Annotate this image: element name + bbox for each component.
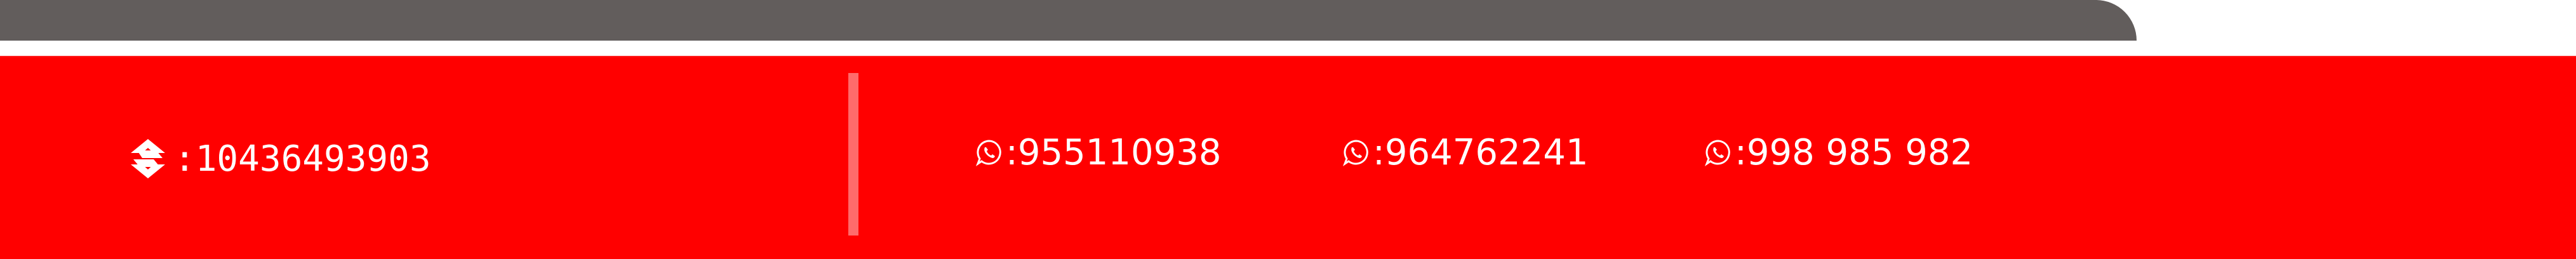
whatsapp-number: :964762241 (1373, 131, 1589, 173)
top-strip (0, 0, 2137, 41)
whatsapp-number: :955110938 (1006, 131, 1222, 173)
contact-bar: :10436493903 :955110938 :964762241 :9 (0, 56, 2576, 259)
divider (848, 73, 858, 236)
whatsapp-contact-3[interactable]: :998 985 982 (1704, 127, 1973, 178)
whatsapp-icon (975, 138, 1003, 166)
whatsapp-icon (1704, 138, 1732, 166)
whatsapp-icon (1342, 138, 1370, 166)
sunat-logo-icon (131, 139, 165, 178)
whatsapp-contact-2[interactable]: :964762241 (1342, 127, 1589, 178)
ruc-number: :10436493903 (174, 138, 431, 180)
whatsapp-number: :998 985 982 (1735, 131, 1973, 173)
whatsapp-contact-1[interactable]: :955110938 (975, 127, 1222, 178)
ruc-item: :10436493903 (131, 133, 431, 184)
